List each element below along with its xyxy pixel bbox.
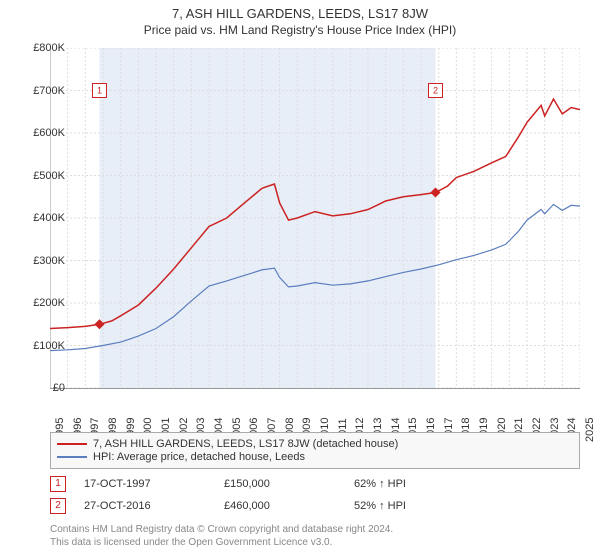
sales-marker-number: 1 — [50, 476, 66, 492]
footnote-line1: Contains HM Land Registry data © Crown c… — [50, 524, 393, 535]
y-tick-label: £800K — [20, 42, 65, 54]
y-tick-label: £300K — [20, 255, 65, 267]
sales-date: 27-OCT-2016 — [84, 500, 224, 512]
sales-row: 1 17-OCT-1997£150,00062% ↑ HPI — [50, 476, 580, 492]
x-tick-label: 2025 — [584, 418, 596, 442]
y-tick-label: £200K — [20, 297, 65, 309]
legend-swatch — [57, 443, 87, 445]
legend-label: HPI: Average price, detached house, Leed… — [93, 451, 305, 463]
chart-area: 12 — [50, 48, 580, 389]
sales-date: 17-OCT-1997 — [84, 478, 224, 490]
footnote: Contains HM Land Registry data © Crown c… — [50, 524, 580, 549]
x-axis-labels: 1995199619971998199920002001200220032004… — [50, 392, 580, 432]
y-tick-label: £600K — [20, 127, 65, 139]
sales-price: £460,000 — [224, 500, 354, 512]
legend-row: HPI: Average price, detached house, Leed… — [57, 451, 573, 463]
legend-swatch — [57, 456, 87, 458]
y-tick-label: £400K — [20, 212, 65, 224]
y-tick-label: £700K — [20, 85, 65, 97]
sales-hpi-pct: 62% ↑ HPI — [354, 478, 406, 490]
sales-hpi-pct: 52% ↑ HPI — [354, 500, 406, 512]
legend-row: 7, ASH HILL GARDENS, LEEDS, LS17 8JW (de… — [57, 438, 573, 450]
footnote-line2: This data is licensed under the Open Gov… — [50, 537, 332, 548]
svg-text:1: 1 — [97, 86, 102, 96]
page-subtitle: Price paid vs. HM Land Registry's House … — [0, 21, 600, 37]
sales-row: 2 27-OCT-2016£460,00052% ↑ HPI — [50, 498, 580, 514]
legend: 7, ASH HILL GARDENS, LEEDS, LS17 8JW (de… — [50, 432, 580, 469]
y-tick-label: £500K — [20, 170, 65, 182]
legend-label: 7, ASH HILL GARDENS, LEEDS, LS17 8JW (de… — [93, 438, 398, 450]
page-title: 7, ASH HILL GARDENS, LEEDS, LS17 8JW — [0, 0, 600, 21]
sales-price: £150,000 — [224, 478, 354, 490]
sales-marker-number: 2 — [50, 498, 66, 514]
y-tick-label: £100K — [20, 340, 65, 352]
chart-svg: 12 — [50, 48, 580, 388]
svg-text:2: 2 — [433, 86, 438, 96]
